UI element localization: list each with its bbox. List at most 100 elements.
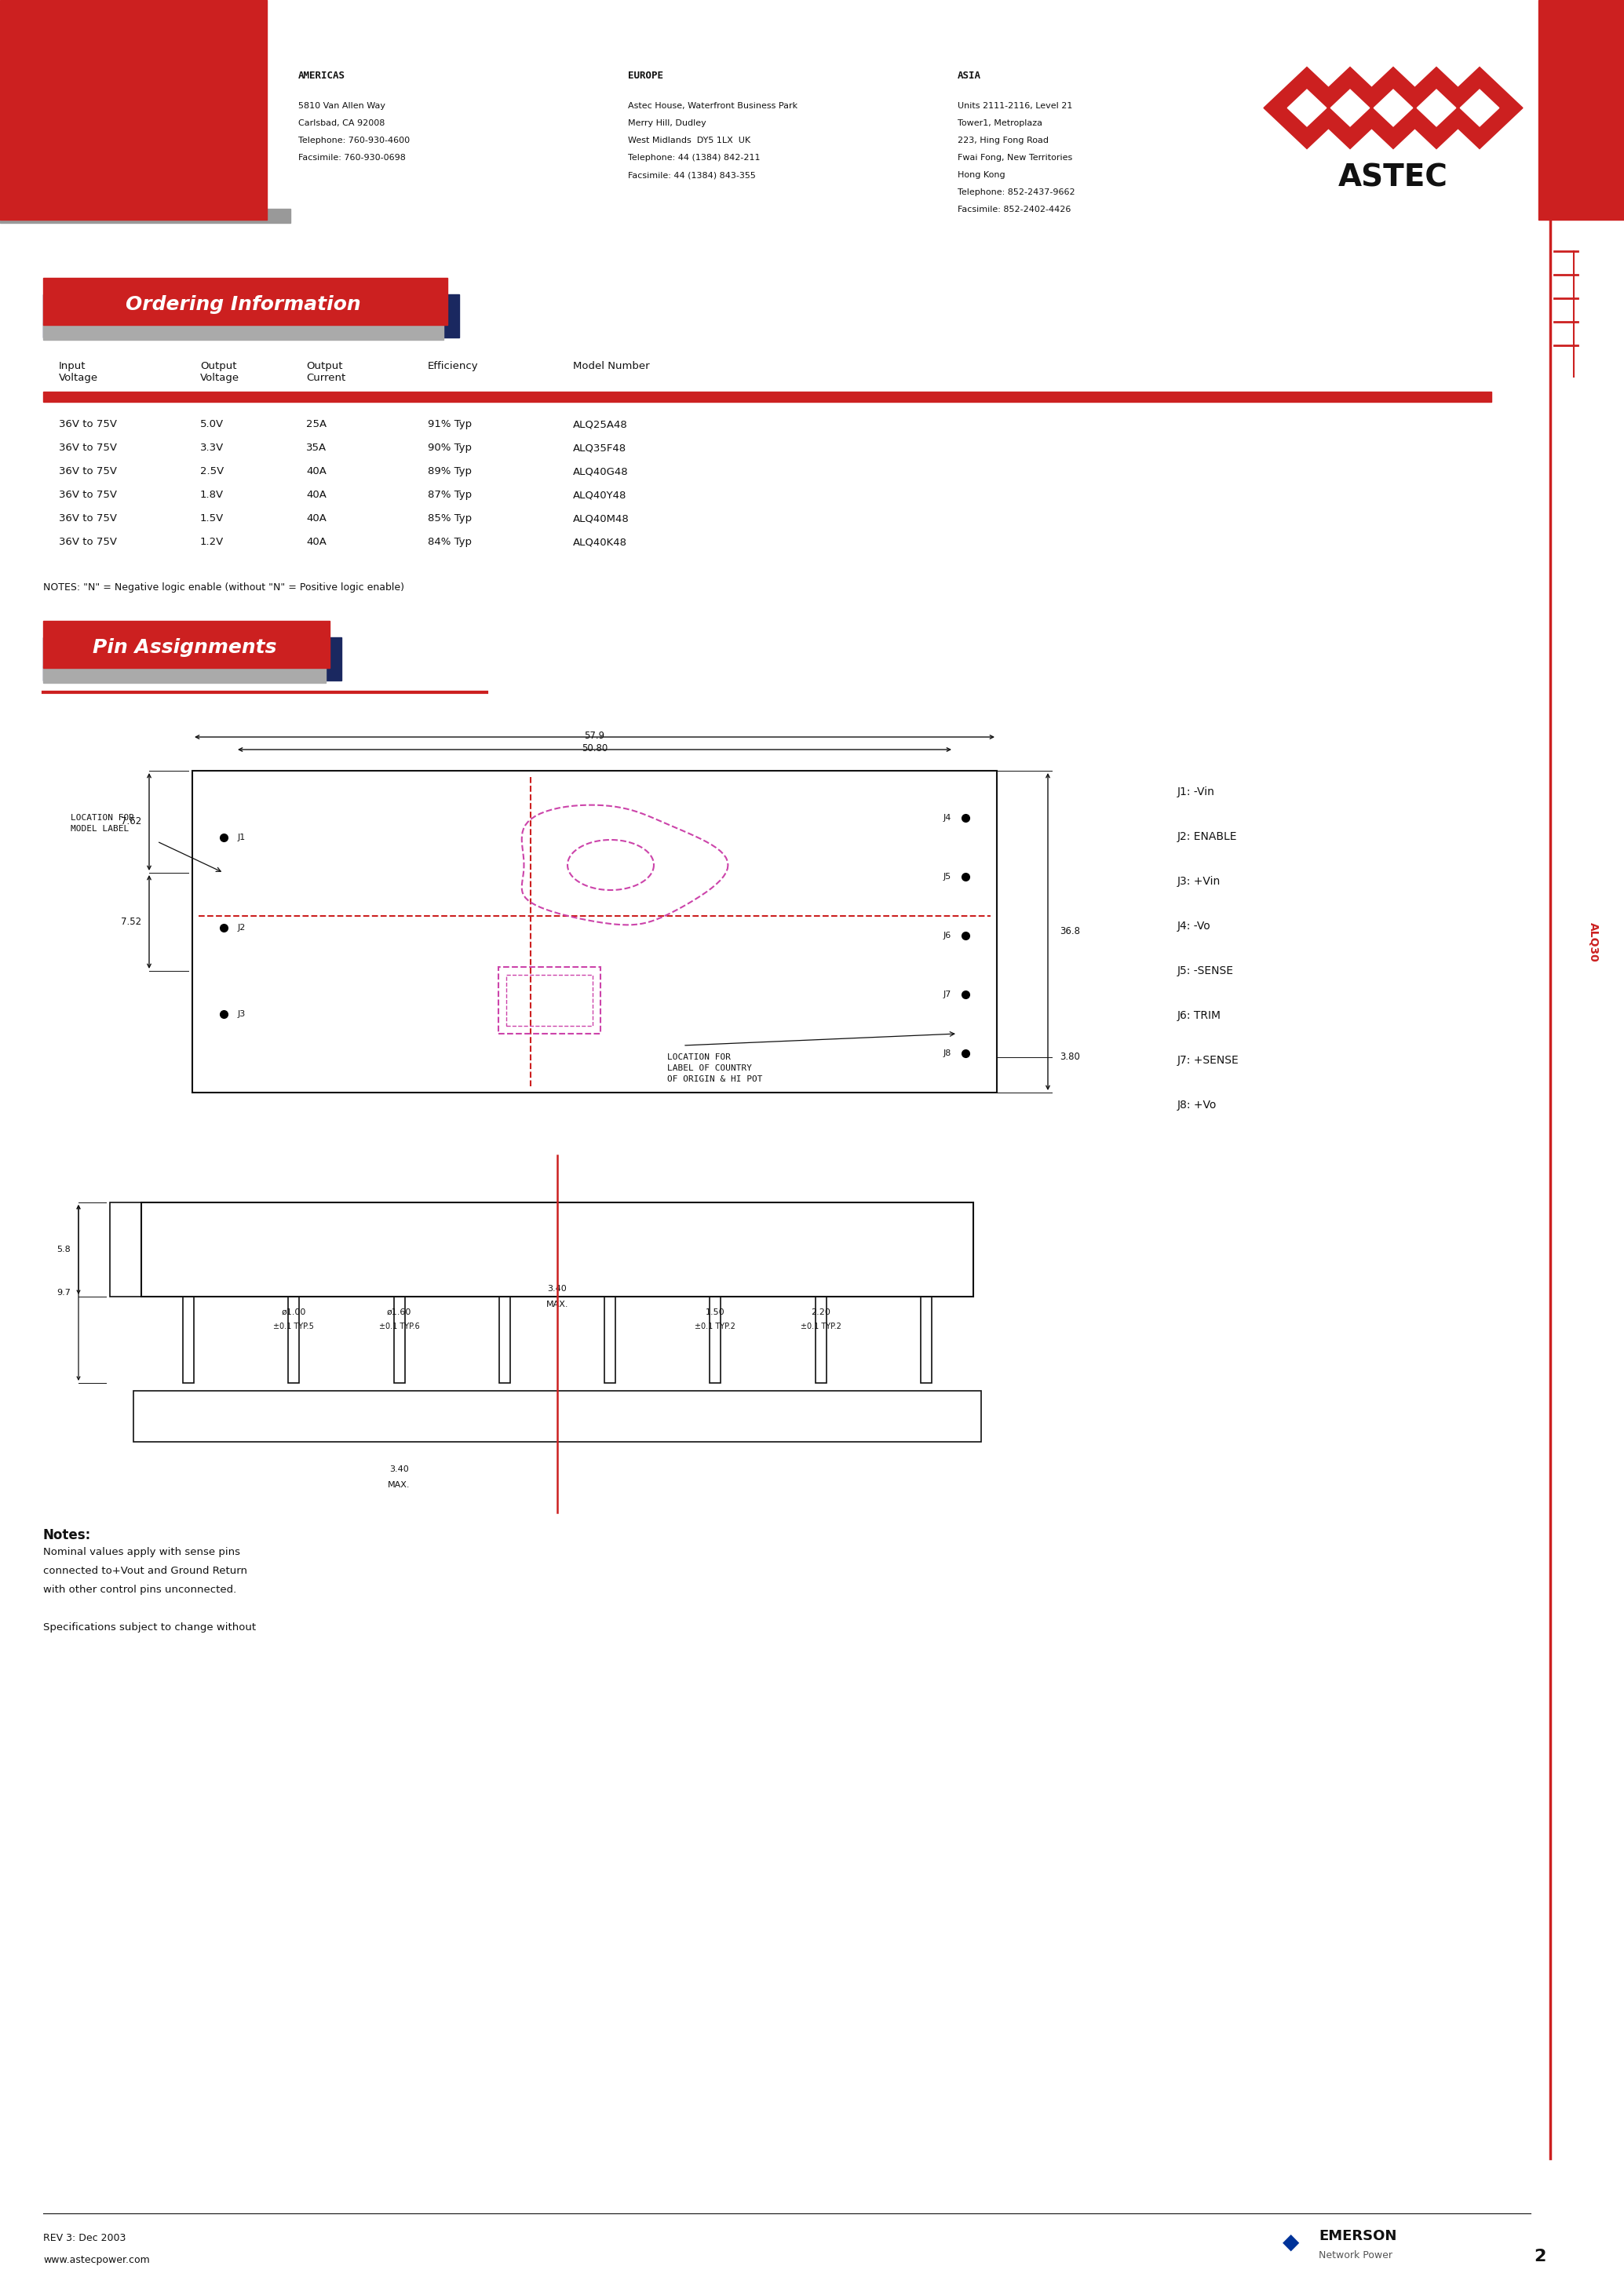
Polygon shape <box>1263 67 1350 149</box>
Bar <box>44 622 330 668</box>
Text: J3: +Vin: J3: +Vin <box>1177 877 1221 886</box>
Polygon shape <box>1350 67 1436 149</box>
Text: 36V to 75V: 36V to 75V <box>58 514 117 523</box>
Bar <box>110 1203 141 1297</box>
Text: Input
Voltage: Input Voltage <box>58 360 97 383</box>
Bar <box>710 1297 721 1384</box>
Text: 223, Hing Fong Road: 223, Hing Fong Road <box>958 138 1049 145</box>
Text: J1: -Vin: J1: -Vin <box>1177 787 1215 796</box>
Text: Telephone: 760-930-4600: Telephone: 760-930-4600 <box>299 138 409 145</box>
Polygon shape <box>1418 90 1455 126</box>
Text: with other control pins unconnected.: with other control pins unconnected. <box>44 1584 237 1595</box>
Text: Network Power: Network Power <box>1319 2251 1392 2261</box>
Text: 1.50: 1.50 <box>706 1308 724 1317</box>
Text: EMERSON: EMERSON <box>1319 2228 1397 2242</box>
Text: 35A: 35A <box>305 443 326 452</box>
Text: West Midlands  DY5 1LX  UK: West Midlands DY5 1LX UK <box>628 138 750 145</box>
Text: J4: -Vo: J4: -Vo <box>1177 920 1212 932</box>
Text: REV 3: Dec 2003: REV 3: Dec 2003 <box>44 2233 127 2242</box>
Bar <box>0 209 291 223</box>
Bar <box>133 1391 981 1441</box>
Text: 87% Typ: 87% Typ <box>427 489 473 500</box>
Text: Fwai Fong, New Territories: Fwai Fong, New Territories <box>958 154 1072 161</box>
Bar <box>289 1297 299 1384</box>
Text: ±0.1 TYP.6: ±0.1 TYP.6 <box>378 1322 419 1331</box>
Text: ø1.60: ø1.60 <box>387 1308 411 1317</box>
Polygon shape <box>1307 67 1393 149</box>
Text: Specifications subject to change without: Specifications subject to change without <box>44 1623 257 1632</box>
Text: 36V to 75V: 36V to 75V <box>58 466 117 477</box>
Text: ASTEC: ASTEC <box>1338 163 1449 193</box>
Bar <box>44 666 326 684</box>
Bar <box>921 1297 932 1384</box>
Text: 3.3V: 3.3V <box>200 443 224 452</box>
Text: 36V to 75V: 36V to 75V <box>58 420 117 429</box>
Text: 5.8: 5.8 <box>57 1246 70 1253</box>
Text: 7.52: 7.52 <box>120 916 141 927</box>
Text: Pin Assignments: Pin Assignments <box>93 638 276 656</box>
Text: ±0.1 TYP.2: ±0.1 TYP.2 <box>801 1322 841 1331</box>
Bar <box>141 1203 973 1297</box>
Text: Facsimile: 760-930-0698: Facsimile: 760-930-0698 <box>299 154 406 161</box>
Text: Ordering Information: Ordering Information <box>125 296 361 314</box>
Text: Units 2111-2116, Level 21: Units 2111-2116, Level 21 <box>958 101 1072 110</box>
Bar <box>499 1297 510 1384</box>
Text: Facsimile: 852-2402-4426: Facsimile: 852-2402-4426 <box>958 207 1070 213</box>
Bar <box>44 278 447 326</box>
Text: J4: J4 <box>944 815 952 822</box>
Text: 25A: 25A <box>305 420 326 429</box>
Text: 1.2V: 1.2V <box>200 537 224 546</box>
Bar <box>0 0 266 220</box>
Text: J1: J1 <box>237 833 245 842</box>
Text: 89% Typ: 89% Typ <box>427 466 471 477</box>
Text: 50.80: 50.80 <box>581 744 607 753</box>
Text: J8: +Vo: J8: +Vo <box>1177 1099 1216 1111</box>
Text: ø1.00: ø1.00 <box>281 1308 305 1317</box>
Text: 9.7: 9.7 <box>57 1290 70 1297</box>
Text: J2: J2 <box>237 925 245 932</box>
Text: J5: -SENSE: J5: -SENSE <box>1177 966 1234 975</box>
Polygon shape <box>1330 90 1369 126</box>
Text: Tower1, Metroplaza: Tower1, Metroplaza <box>958 119 1043 126</box>
Text: ALQ40K48: ALQ40K48 <box>573 537 627 546</box>
Text: J7: J7 <box>944 991 952 998</box>
Bar <box>192 771 997 1092</box>
Text: NOTES: "N" = Negative logic enable (without "N" = Positive logic enable): NOTES: "N" = Negative logic enable (with… <box>44 583 404 592</box>
Text: 57.9: 57.9 <box>585 730 604 741</box>
Text: LOCATION FOR
MODEL LABEL: LOCATION FOR MODEL LABEL <box>70 815 135 833</box>
Text: J5: J5 <box>944 872 952 881</box>
Text: 40A: 40A <box>305 489 326 500</box>
Text: 2: 2 <box>1535 2249 1546 2265</box>
Text: Telephone: 44 (1384) 842-211: Telephone: 44 (1384) 842-211 <box>628 154 760 161</box>
Text: Output
Current: Output Current <box>305 360 346 383</box>
Text: 85% Typ: 85% Typ <box>427 514 473 523</box>
Text: ±0.1 TYP.5: ±0.1 TYP.5 <box>273 1322 313 1331</box>
Text: Output
Voltage: Output Voltage <box>200 360 239 383</box>
Text: ALQ30: ALQ30 <box>1588 923 1600 962</box>
Text: Carlsbad, CA 92008: Carlsbad, CA 92008 <box>299 119 385 126</box>
Text: 36V to 75V: 36V to 75V <box>58 489 117 500</box>
Text: Astec House, Waterfront Business Park: Astec House, Waterfront Business Park <box>628 101 797 110</box>
Text: J3: J3 <box>237 1010 245 1019</box>
Text: Efficiency: Efficiency <box>427 360 479 372</box>
Bar <box>44 638 341 682</box>
Bar <box>604 1297 615 1384</box>
Bar <box>44 324 443 340</box>
Text: J6: J6 <box>944 932 952 939</box>
Text: www.astecpower.com: www.astecpower.com <box>44 2256 149 2265</box>
Polygon shape <box>1288 90 1327 126</box>
Text: 5810 Van Allen Way: 5810 Van Allen Way <box>299 101 385 110</box>
Text: ±0.1 TYP.2: ±0.1 TYP.2 <box>695 1322 736 1331</box>
Text: Facsimile: 44 (1384) 843-355: Facsimile: 44 (1384) 843-355 <box>628 172 755 179</box>
Bar <box>815 1297 827 1384</box>
Text: Model Number: Model Number <box>573 360 650 372</box>
Text: ALQ25A48: ALQ25A48 <box>573 420 628 429</box>
Bar <box>44 294 460 337</box>
Bar <box>393 1297 404 1384</box>
Text: J2: ENABLE: J2: ENABLE <box>1177 831 1237 842</box>
Text: 36.8: 36.8 <box>1059 927 1080 936</box>
Text: 40A: 40A <box>305 466 326 477</box>
Text: 3.40: 3.40 <box>390 1467 409 1473</box>
Text: 2.5V: 2.5V <box>200 466 224 477</box>
Text: Nominal values apply with sense pins: Nominal values apply with sense pins <box>44 1547 240 1558</box>
